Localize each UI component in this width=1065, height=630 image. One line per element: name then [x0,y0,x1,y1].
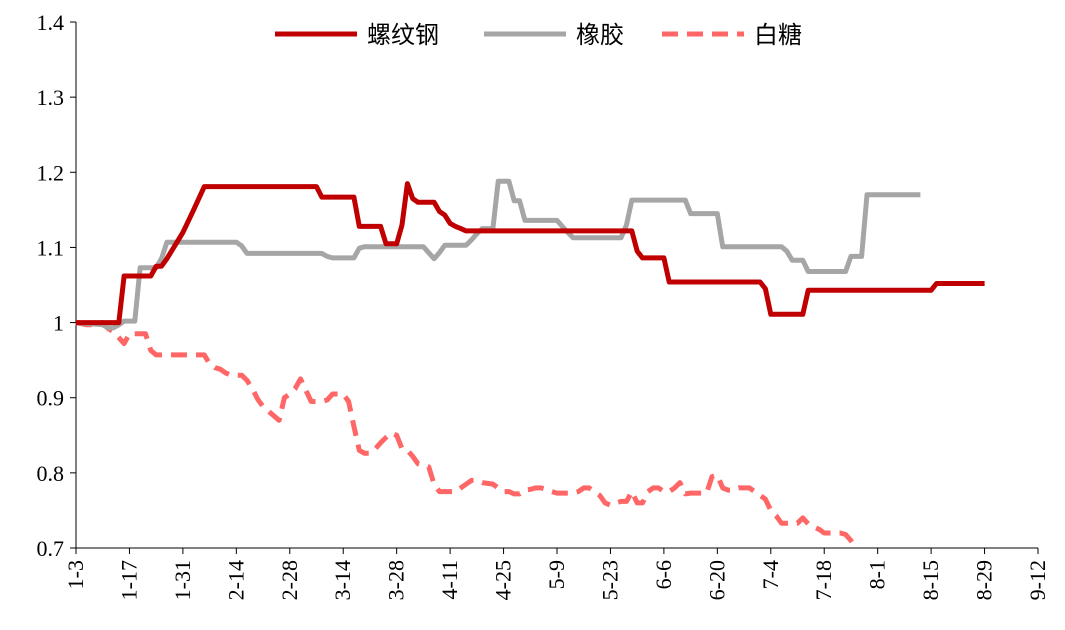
legend-label-2: 白糖 [754,21,802,49]
y-axis: 0.7 0.8 0.9 1 1.1 1.2 1.3 1.4 [37,10,77,561]
y-tick-label: 1.1 [37,235,65,260]
x-axis: 1-3 1-17 1-31 2-14 2-28 3-14 3-28 4-11 4-25 5-9 5-… [63,547,1050,600]
x-tick-label: 1-17 [116,560,141,600]
x-tick-label: 7-18 [811,560,836,600]
x-tick-label: 4-25 [491,560,516,600]
x-tick-label: 9-12 [1025,560,1050,600]
x-tick-label: 2-28 [277,560,302,600]
y-tick-label: 1.3 [37,85,65,110]
series-line-1 [75,178,921,331]
y-tick-label: 0.9 [37,386,65,411]
x-tick-label: 1-3 [63,560,88,589]
series-line-2 [75,320,859,550]
x-tick-label: 8-29 [972,560,997,600]
x-tick-label: 8-1 [865,560,890,589]
legend-label-0: 螺纹钢 [367,21,439,49]
x-tick-label: 1-31 [170,560,195,600]
x-tick-label: 5-23 [597,560,622,600]
x-tick-label: 6-20 [704,560,729,600]
x-tick-label: 2-14 [223,560,248,600]
x-tick-label: 6-6 [651,560,676,589]
legend-label-1: 橡胶 [576,21,624,49]
series-line-0 [76,181,985,326]
x-tick-label: 7-4 [758,560,783,589]
y-tick-label: 0.8 [37,461,65,486]
y-tick-label: 1 [53,311,64,336]
x-tick-label: 3-14 [330,560,355,600]
series-lines [75,178,985,550]
y-tick-label: 0.7 [37,536,65,561]
y-tick-label: 1.4 [37,10,65,35]
x-tick-label: 4-11 [437,560,462,600]
x-tick-label: 5-9 [544,560,569,589]
x-tick-label: 3-28 [384,560,409,600]
legend: 螺纹钢 橡胶 白糖 [275,21,802,49]
x-tick-label: 8-15 [918,560,943,600]
y-tick-label: 1.2 [37,160,65,185]
